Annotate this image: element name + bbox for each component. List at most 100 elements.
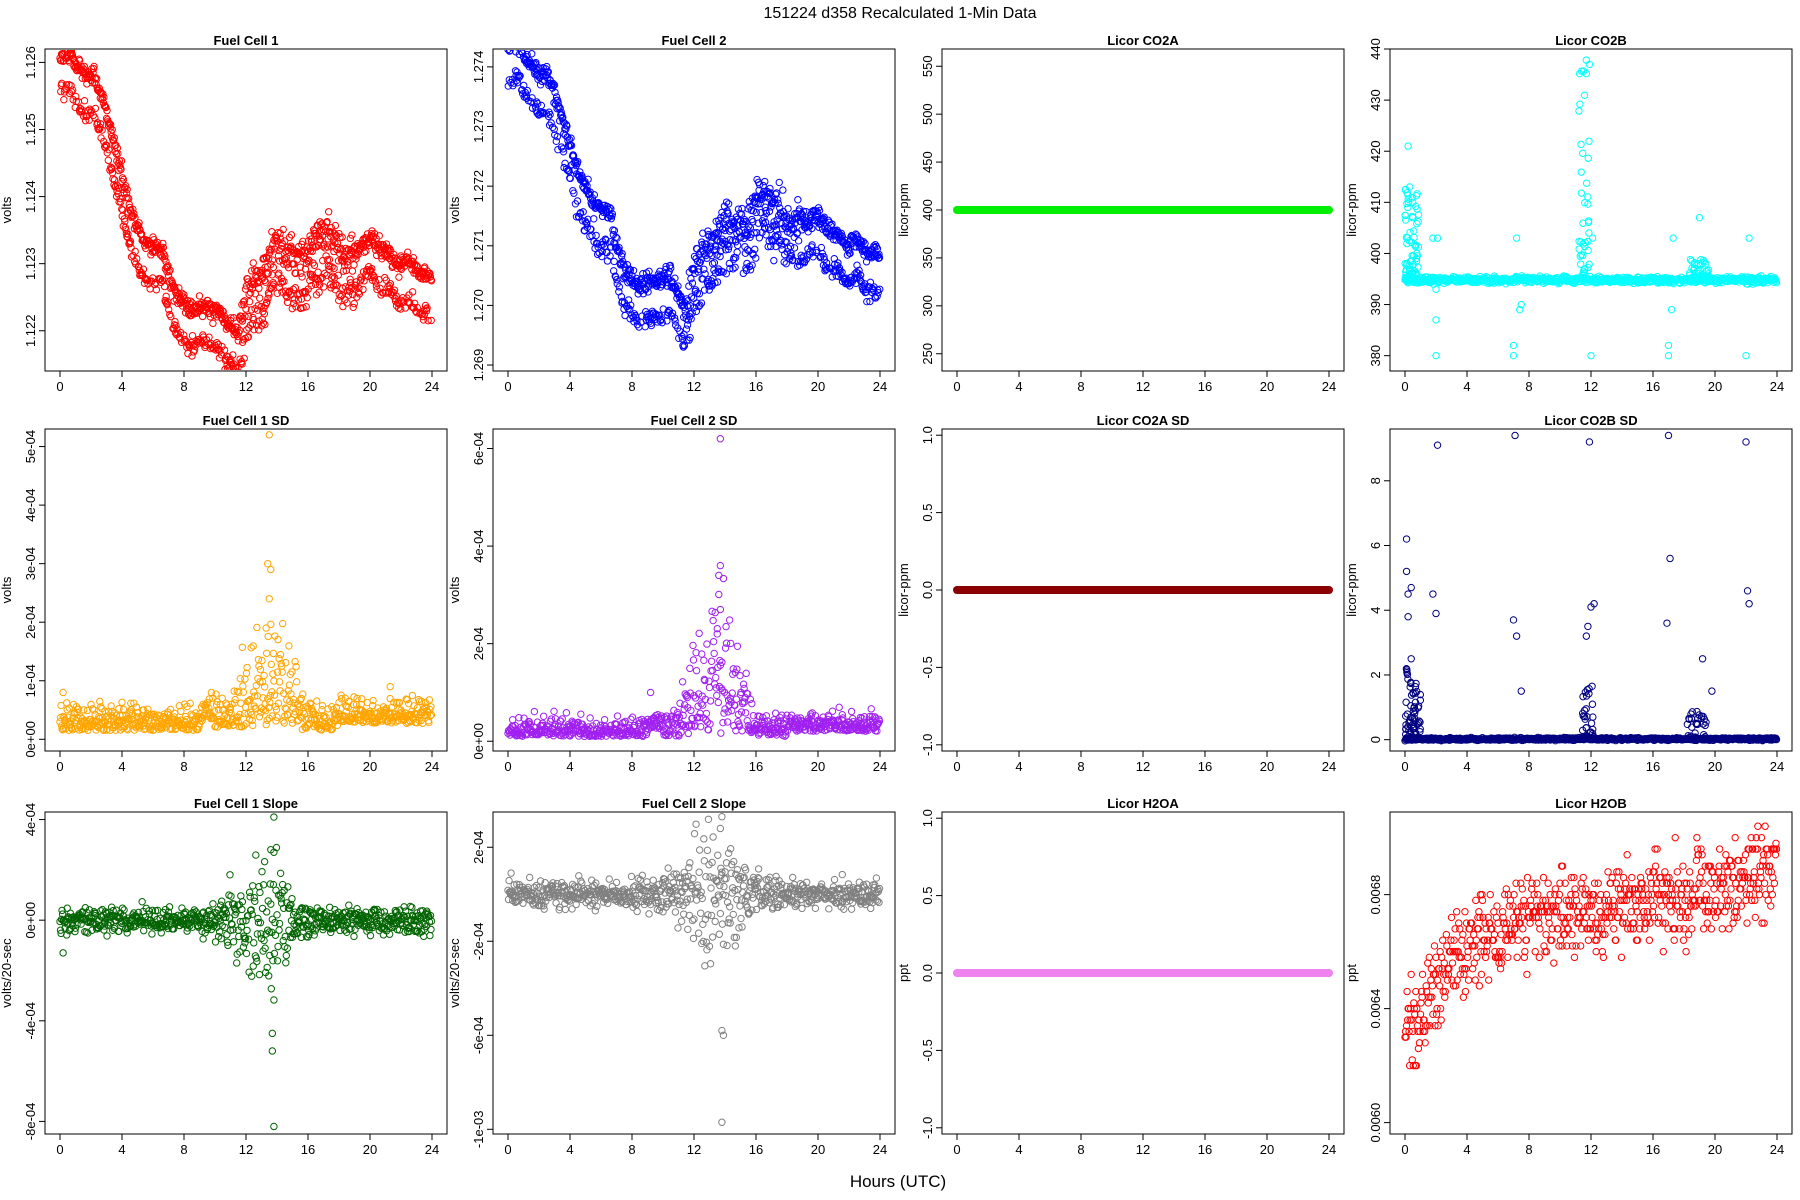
data-point (838, 711, 846, 719)
data-point (163, 300, 171, 309)
data-point (285, 681, 294, 689)
data-point (240, 300, 248, 309)
data-point (112, 726, 120, 734)
x-tick-label: 8 (628, 379, 635, 394)
data-point (710, 259, 719, 267)
data-point (323, 243, 332, 251)
data-point (97, 718, 106, 727)
data-point (1686, 255, 1695, 264)
data-point (573, 197, 582, 205)
data-point (574, 157, 582, 166)
data-point (743, 689, 751, 698)
data-point (676, 699, 684, 707)
x-tick-label: 0 (1401, 759, 1408, 774)
data-point (350, 299, 358, 308)
x-tick-label: 24 (1770, 379, 1784, 394)
data-point (160, 710, 169, 718)
data-point (186, 699, 194, 708)
x-tick-label: 20 (1708, 379, 1722, 394)
data-point (790, 244, 799, 252)
x-tick-label: 12 (239, 759, 253, 774)
data-point (265, 431, 273, 439)
data-point (298, 273, 306, 281)
data-point (324, 208, 333, 216)
data-point (774, 199, 782, 208)
data-point (318, 701, 327, 710)
data-point (103, 141, 111, 150)
data-point (722, 198, 731, 206)
data-point (701, 270, 709, 278)
data-point (1409, 214, 1417, 222)
data-point (289, 285, 297, 294)
data-point (99, 90, 107, 98)
data-point (584, 723, 593, 731)
data-point (426, 273, 435, 281)
data-point (718, 686, 727, 695)
data-point (256, 665, 265, 674)
data-point (607, 214, 616, 223)
data-point (238, 643, 247, 651)
data-point (801, 257, 809, 266)
data-point (67, 88, 76, 96)
y-tick-label: 6 (1368, 542, 1383, 549)
data-point (759, 713, 767, 722)
y-axis-label: volts (0, 196, 14, 223)
data-point (691, 286, 700, 294)
data-point (733, 241, 742, 250)
data-point (713, 630, 721, 638)
y-tick-label: 2e-04 (23, 606, 38, 639)
data-point (875, 717, 884, 725)
data-point (876, 285, 884, 294)
y-tick-label: 450 (920, 151, 935, 173)
data-point (267, 245, 276, 254)
data-point (523, 86, 532, 95)
data-point (339, 302, 347, 311)
data-point (360, 248, 369, 256)
data-point (110, 134, 118, 142)
data-point (260, 310, 269, 318)
data-point (251, 290, 260, 298)
data-point (269, 280, 278, 289)
data-point (247, 644, 255, 652)
data-point (1408, 194, 1416, 202)
data-point (246, 288, 255, 297)
data-point (658, 318, 666, 327)
y-tick-label: 1.125 (23, 113, 38, 146)
data-point (577, 710, 585, 718)
data-point (716, 656, 724, 665)
data-point (739, 680, 748, 688)
data-point (774, 195, 782, 204)
data-point (136, 226, 144, 234)
data-point (692, 666, 701, 675)
data-point (91, 104, 100, 113)
data-point (327, 284, 335, 292)
data-point (392, 292, 400, 300)
data-point (142, 725, 150, 733)
data-point (539, 712, 548, 721)
data-point (683, 321, 692, 329)
y-tick-label: -1.0 (920, 734, 935, 756)
data-point (269, 670, 277, 678)
data-point (1577, 168, 1585, 176)
data-point (122, 725, 131, 733)
data-point (104, 156, 113, 165)
x-tick-label: 24 (1322, 759, 1336, 774)
data-point (190, 346, 199, 354)
data-point (776, 713, 784, 722)
data-point (625, 271, 633, 279)
data-point (773, 216, 781, 224)
y-tick-label: 410 (1368, 191, 1383, 213)
data-point (255, 294, 264, 302)
data-point (108, 164, 116, 172)
x-tick-label: 20 (1260, 759, 1274, 774)
data-point (1429, 234, 1437, 242)
data-point (86, 105, 94, 113)
data-point (1582, 179, 1591, 187)
panel-title: Fuel Cell 1 SD (203, 413, 290, 428)
data-point (248, 716, 256, 725)
data-point (63, 705, 71, 714)
data-point (866, 297, 874, 306)
y-tick-label: 380 (1368, 345, 1383, 367)
